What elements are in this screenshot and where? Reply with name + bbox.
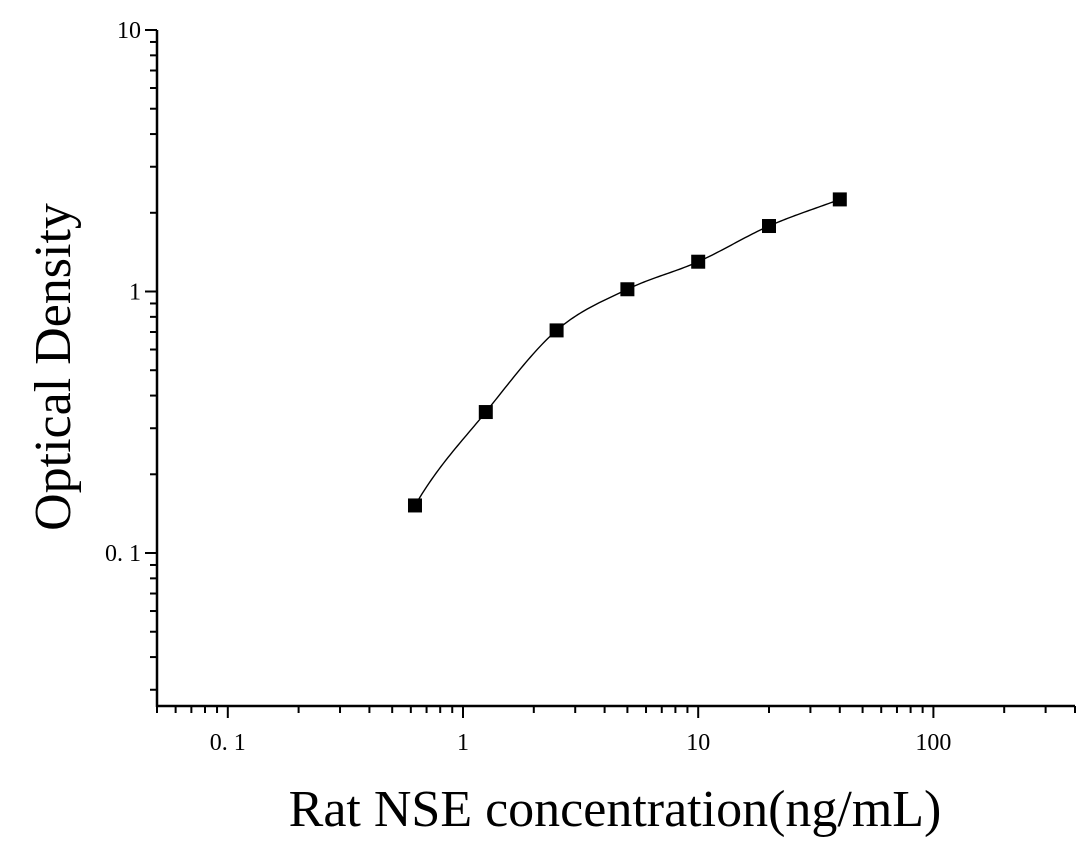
x-tick-label: 10 xyxy=(686,730,710,756)
x-tick-label: 0. 1 xyxy=(210,730,246,756)
x-tick-label: 1 xyxy=(457,730,469,756)
data-point xyxy=(478,405,493,420)
y-axis-title: Optical Density xyxy=(25,203,82,531)
data-point xyxy=(620,282,635,297)
data-point xyxy=(762,219,776,234)
data-point xyxy=(832,192,847,207)
data-point xyxy=(691,254,706,269)
x-axis-title: Rat NSE concentration(ng/mL) xyxy=(289,781,942,838)
data-points xyxy=(407,192,847,513)
y-tick-label: 0. 1 xyxy=(105,541,141,567)
data-point xyxy=(407,498,422,513)
y-tick-label: 1 xyxy=(129,280,141,306)
y-tick-label: 10 xyxy=(117,18,141,44)
fit-curve-layer xyxy=(414,198,841,506)
x-tick-label: 100 xyxy=(915,730,951,756)
data-point xyxy=(549,323,564,338)
axes: 0. 1 1 10 100 0. 1 1 10 xyxy=(105,18,1076,756)
fit-curve xyxy=(414,198,841,506)
